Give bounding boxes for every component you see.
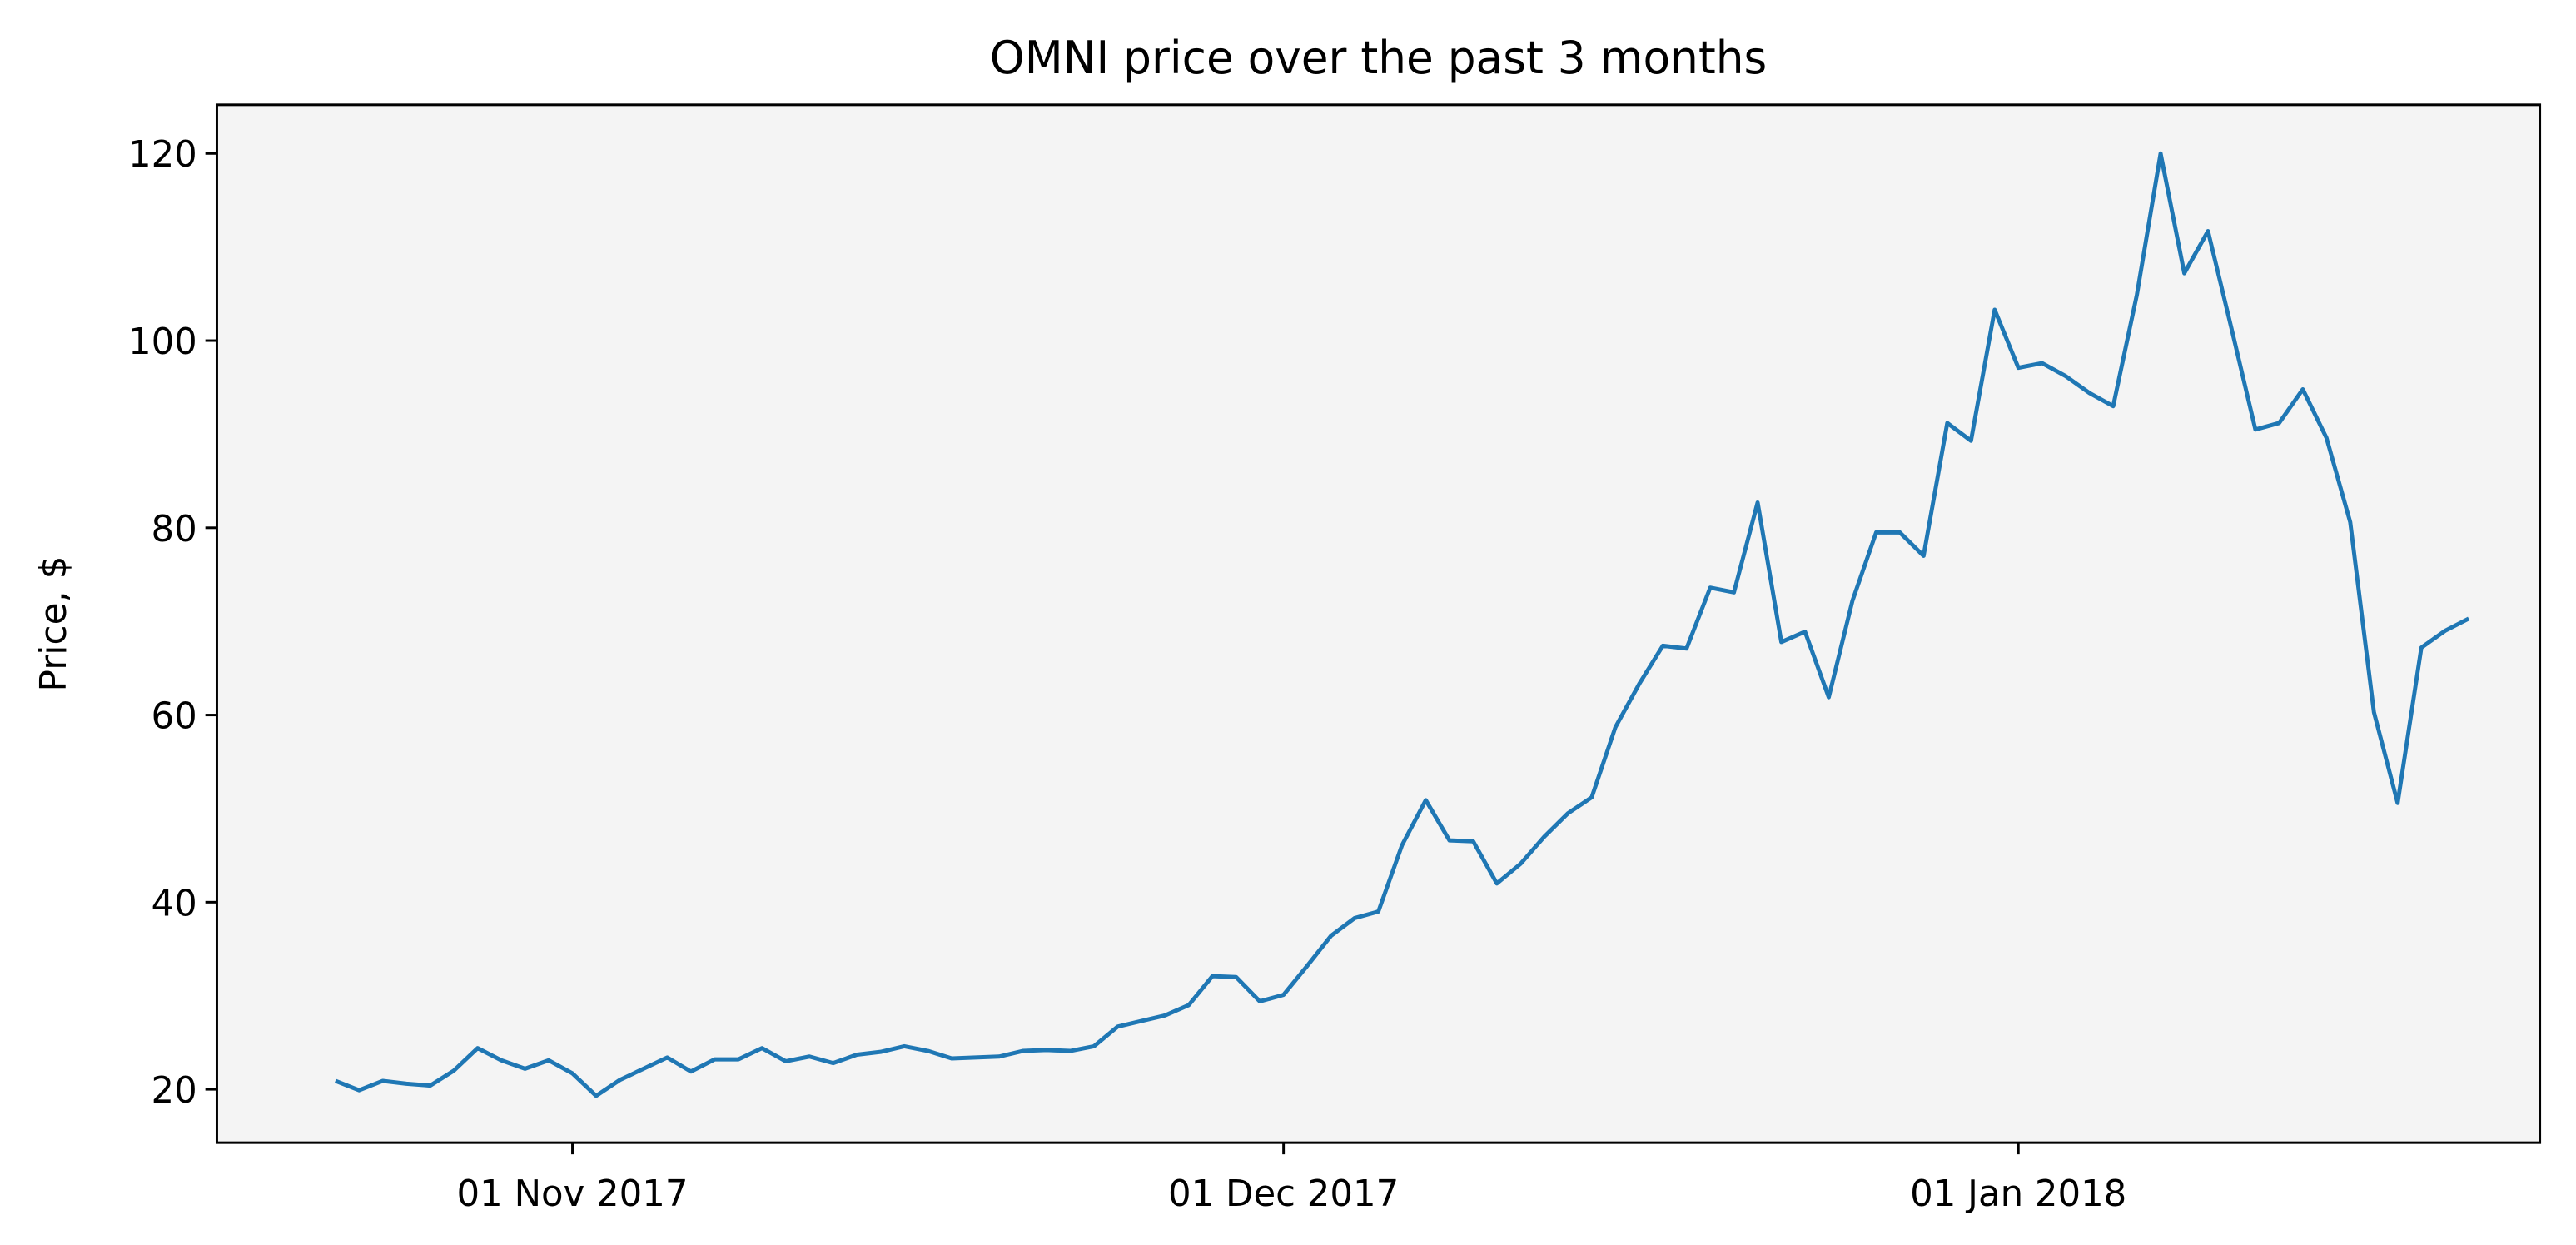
- y-tick-label: 20: [152, 1069, 197, 1112]
- axes-frame: [215, 103, 2542, 1144]
- x-tick-label: 01 Nov 2017: [457, 1173, 689, 1215]
- y-tick-label: 80: [152, 508, 197, 550]
- x-tick-label: 01 Dec 2017: [1168, 1173, 1399, 1215]
- x-tick-label: 01 Jan 2018: [1910, 1173, 2126, 1215]
- chart-title: OMNI price over the past 3 months: [990, 32, 1767, 84]
- y-tick-label: 40: [152, 882, 197, 924]
- y-axis-label: Price, $: [32, 555, 75, 691]
- price-line: [334, 151, 2470, 1098]
- y-tick-label: 120: [128, 133, 197, 176]
- plot-area: [216, 104, 2540, 1143]
- y-tick-label: 100: [128, 321, 197, 363]
- y-tick-label: 60: [152, 695, 197, 737]
